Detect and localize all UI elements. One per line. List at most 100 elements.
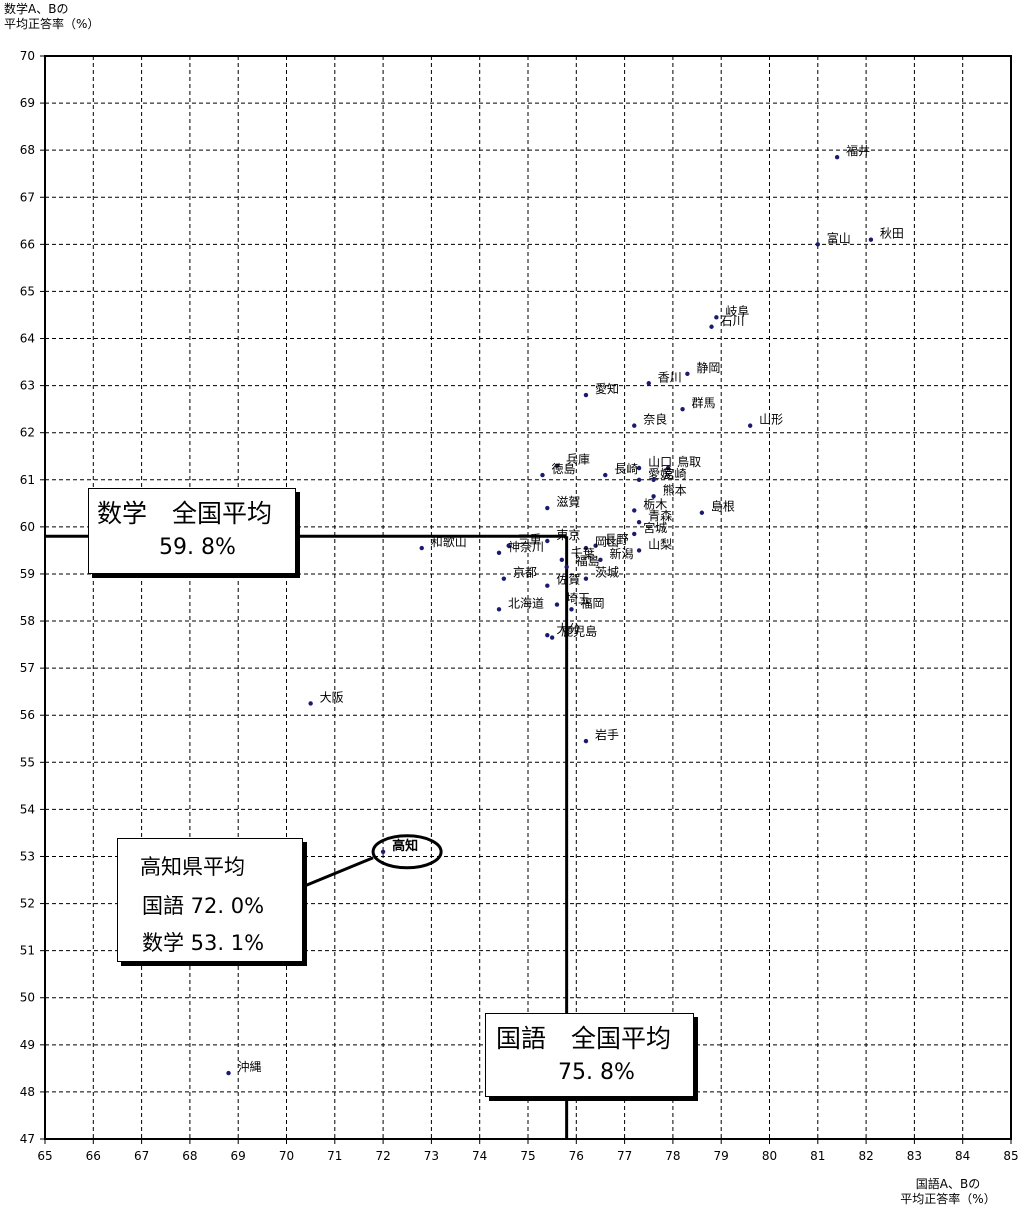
x-axis-title-line2: 平均正答率（%） xyxy=(900,1192,996,1206)
y-tick-label: 51 xyxy=(20,944,35,958)
point-label: 佐賀 xyxy=(556,573,580,587)
point-label: 群馬 xyxy=(692,396,716,410)
data-point xyxy=(564,564,569,570)
x-tick-label: 77 xyxy=(617,1149,632,1163)
data-point xyxy=(651,494,656,499)
point-label: 山口 xyxy=(648,455,672,469)
data-point xyxy=(545,538,550,544)
x-tick-label: 65 xyxy=(37,1149,52,1163)
point-label: 京都 xyxy=(513,566,537,580)
point-label: 和歌山 xyxy=(431,534,467,549)
data-point xyxy=(554,602,560,607)
y-tick-label: 68 xyxy=(20,143,35,157)
data-point xyxy=(636,465,642,471)
point-label: 富山 xyxy=(827,230,851,245)
data-point xyxy=(651,477,656,482)
data-point xyxy=(636,477,642,482)
x-tick-label: 85 xyxy=(1003,1149,1018,1163)
data-point xyxy=(714,315,719,320)
y-tick-label: 70 xyxy=(20,49,35,63)
y-tick-label: 63 xyxy=(20,379,35,393)
point-label: 宮崎 xyxy=(663,466,687,481)
point-label: 東京 xyxy=(556,528,580,542)
x-tick-label: 74 xyxy=(472,1149,487,1163)
x-tick-label: 84 xyxy=(955,1149,970,1163)
x-tick-label: 83 xyxy=(907,1149,922,1163)
point-label: 宮城 xyxy=(643,520,667,535)
data-point xyxy=(632,423,637,428)
data-point xyxy=(593,543,598,548)
point-label: 千葉 xyxy=(571,547,595,561)
x-tick-label: 76 xyxy=(569,1149,584,1163)
y-tick-label: 47 xyxy=(20,1132,35,1146)
y-tick-label: 66 xyxy=(20,237,35,251)
kochi-highlight-ellipse xyxy=(371,834,443,870)
point-label: 兵庫 xyxy=(566,453,590,467)
y-tick-label: 58 xyxy=(20,614,35,628)
y-axis-title: 数学A、Bの 平均正答率（%） xyxy=(4,2,99,32)
point-label: 三重 xyxy=(518,533,542,547)
x-tick-label: 71 xyxy=(327,1149,342,1163)
point-label: 長崎 xyxy=(614,462,638,476)
point-label: 神奈川 xyxy=(508,540,544,554)
kochi-math-value: 数学 53. 1% xyxy=(142,931,265,955)
data-point xyxy=(545,505,550,511)
data-point xyxy=(583,738,589,744)
data-point xyxy=(632,508,637,513)
y-tick-label: 64 xyxy=(20,332,35,346)
y-axis-title-line1: 数学A、Bの xyxy=(4,2,69,16)
data-point xyxy=(506,543,511,548)
y-tick-label: 59 xyxy=(20,567,35,581)
x-axis-title-line1: 国語A、Bの xyxy=(915,1177,981,1191)
data-point xyxy=(569,607,574,612)
point-label: 高知 xyxy=(392,838,418,854)
math-average-title: 数学 全国平均 xyxy=(97,499,273,528)
x-axis-title: 国語A、Bの 平均正答率（%） xyxy=(878,1177,1018,1207)
y-axis-title-line2: 平均正答率（%） xyxy=(4,17,100,31)
point-label: 北海道 xyxy=(508,595,544,610)
data-point xyxy=(226,1070,231,1076)
data-point xyxy=(583,576,589,581)
y-tick-label: 56 xyxy=(20,708,35,722)
kochi-average-title: 高知県平均 xyxy=(140,855,245,879)
data-point xyxy=(308,701,313,706)
point-label: 栃木 xyxy=(643,497,667,511)
data-point xyxy=(636,519,642,525)
point-label: 青森 xyxy=(648,508,672,523)
point-label: 埼玉 xyxy=(566,592,590,606)
data-point xyxy=(496,550,502,555)
data-point xyxy=(549,635,555,640)
x-tick-label: 68 xyxy=(182,1149,197,1163)
data-point xyxy=(632,531,637,537)
y-tick-label: 49 xyxy=(20,1038,35,1052)
x-tick-label: 72 xyxy=(375,1149,390,1163)
x-tick-label: 73 xyxy=(424,1149,439,1163)
point-label: 奈良 xyxy=(643,412,667,427)
x-tick-label: 70 xyxy=(279,1149,294,1163)
point-label: 福岡 xyxy=(580,595,604,610)
data-point xyxy=(747,423,753,428)
y-tick-label: 57 xyxy=(20,661,35,675)
data-point xyxy=(868,237,874,242)
data-point xyxy=(380,849,386,854)
x-tick-label: 79 xyxy=(714,1149,729,1163)
data-point xyxy=(554,463,560,468)
data-point xyxy=(665,465,671,471)
plot-frame xyxy=(44,55,1012,1140)
data-point xyxy=(685,371,690,377)
point-label: 秋田 xyxy=(880,227,904,241)
point-label: 茨城 xyxy=(595,566,619,580)
y-tick-label: 52 xyxy=(20,897,35,911)
tick-labels: 65 66 67 68 69 70 71 72 73 74 75 76 77 78 79 80 81 82 83 84… xyxy=(20,49,1019,1163)
point-label: 香川 xyxy=(658,370,682,384)
point-label: 沖縄 xyxy=(238,1059,262,1074)
y-tick-label: 54 xyxy=(20,802,35,816)
data-point xyxy=(646,381,651,386)
point-label: 鹿児島 xyxy=(561,624,597,639)
point-label: 岩手 xyxy=(595,727,619,742)
kochi-japanese-value: 国語 72. 0% xyxy=(142,894,265,918)
y-tick-label: 50 xyxy=(20,991,35,1005)
point-label: 長野 xyxy=(605,533,629,547)
y-tick-label: 61 xyxy=(20,473,35,487)
